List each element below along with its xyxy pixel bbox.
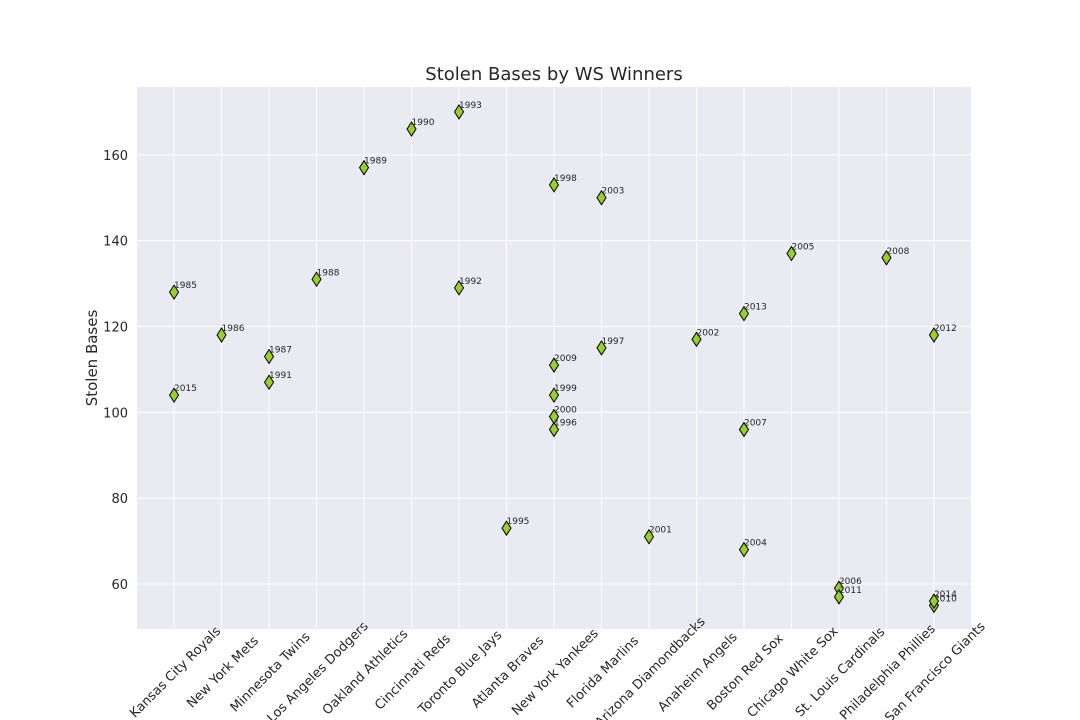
data-point <box>833 588 845 605</box>
point-label: 1991 <box>269 371 292 381</box>
point-label: 2012 <box>934 324 957 334</box>
point-label: 1993 <box>459 101 482 111</box>
point-label: 1997 <box>601 337 624 347</box>
point-label: 1985 <box>174 281 197 291</box>
point-label: 2013 <box>744 303 767 313</box>
point-label: 1996 <box>554 418 577 428</box>
y-tick-label: 80 <box>111 492 128 507</box>
point-label: 2004 <box>744 539 767 549</box>
data-point <box>168 387 180 404</box>
x-tick-label: St. Louis Cardinals <box>793 625 889 720</box>
x-tick-label: Oakland Athletics <box>320 627 411 718</box>
data-point <box>501 520 512 537</box>
data-point <box>263 374 275 391</box>
data-point <box>786 245 797 262</box>
point-label: 2014 <box>934 590 957 600</box>
x-tick-label: Chicago White Sox <box>745 624 842 720</box>
point-label: 2003 <box>601 187 624 197</box>
data-point <box>596 189 607 206</box>
data-point <box>738 421 750 438</box>
y-tick-label: 60 <box>111 578 128 593</box>
point-label: 2011 <box>839 586 862 596</box>
data-point <box>453 103 465 120</box>
data-point <box>881 249 892 266</box>
data-point <box>548 408 560 425</box>
point-label: 1989 <box>364 157 387 167</box>
point-label: 1995 <box>507 517 530 527</box>
data-point <box>928 327 940 343</box>
point-label: 2005 <box>791 243 814 253</box>
x-tick-label: New York Yankees <box>509 626 602 719</box>
data-point <box>928 593 940 610</box>
point-label: 1986 <box>222 324 245 334</box>
chart-title: Stolen Bases by WS Winners <box>425 64 682 85</box>
y-tick-label: 100 <box>103 406 128 421</box>
data-point <box>311 271 322 288</box>
point-label: 2010 <box>934 594 957 604</box>
data-point <box>738 305 750 322</box>
point-label: 1987 <box>269 345 292 355</box>
point-label: 2001 <box>649 526 672 536</box>
data-point <box>548 357 560 374</box>
data-point <box>596 339 607 356</box>
y-tick-label: 160 <box>103 149 128 164</box>
y-tick-label: 140 <box>103 235 128 250</box>
x-tick-label: Anaheim Angels <box>655 630 740 715</box>
data-point <box>738 541 750 558</box>
point-label: 2007 <box>744 418 767 428</box>
data-point <box>548 387 560 404</box>
x-tick-label: Kansas City Royals <box>127 624 224 720</box>
y-tick-label: 120 <box>103 320 128 335</box>
point-label: 2002 <box>696 328 719 338</box>
data-point <box>263 348 275 365</box>
point-label: 2006 <box>839 577 862 587</box>
point-label: 2009 <box>554 354 577 364</box>
point-label: 2000 <box>554 406 577 416</box>
data-point <box>216 327 227 343</box>
point-label: 1992 <box>459 277 482 287</box>
x-tick-label: Toronto Blue Jays <box>415 628 505 718</box>
data-point <box>643 528 655 545</box>
point-label: 2015 <box>174 384 197 394</box>
data-point <box>548 176 560 193</box>
data-point <box>548 421 560 438</box>
point-label: 1988 <box>317 268 340 278</box>
y-axis-label: Stolen Bases <box>83 310 101 407</box>
point-label: 1999 <box>554 384 577 394</box>
data-point <box>453 279 465 296</box>
data-point <box>168 284 180 301</box>
point-label: 2008 <box>886 247 909 257</box>
data-point <box>691 331 702 348</box>
data-point <box>358 159 370 176</box>
point-label: 1990 <box>412 118 435 128</box>
x-tick-label: Minnesota Twins <box>228 629 314 715</box>
point-label: 1998 <box>554 174 577 184</box>
data-point <box>406 121 417 137</box>
